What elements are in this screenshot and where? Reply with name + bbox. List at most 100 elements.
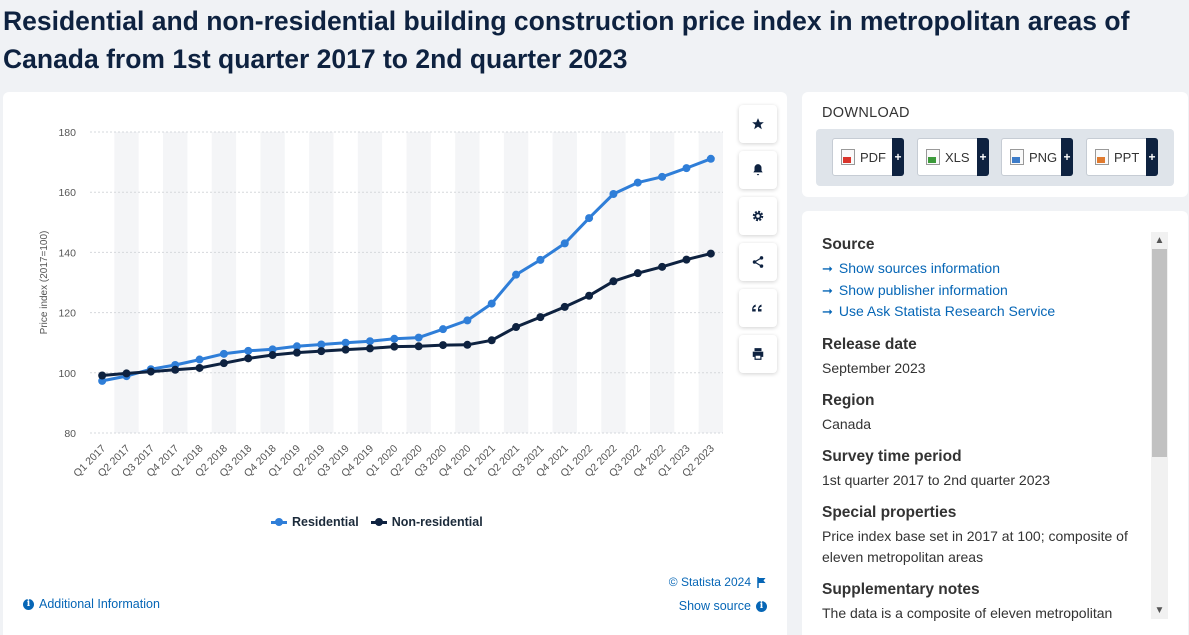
data-point-residential	[560, 239, 569, 248]
additional-info-link[interactable]: i Additional Information	[23, 597, 160, 611]
download-png-button[interactable]: PNG +	[1001, 138, 1073, 176]
y-tick-label: 140	[58, 247, 76, 259]
data-point-non-residential	[609, 277, 618, 286]
legend-item-residential[interactable]: Residential	[271, 515, 359, 529]
ppt-file-icon	[1095, 149, 1109, 165]
data-point-residential	[292, 342, 301, 351]
data-point-non-residential	[414, 342, 423, 351]
print-button[interactable]	[739, 335, 777, 373]
y-tick-label: 100	[58, 368, 76, 380]
column-band	[163, 132, 188, 433]
arrow-right-icon: ➞	[822, 261, 833, 276]
column-band	[406, 132, 431, 433]
data-point-residential	[487, 299, 496, 308]
data-point-residential	[219, 349, 228, 358]
data-point-non-residential	[439, 341, 448, 350]
download-xls-button[interactable]: XLS +	[917, 138, 989, 176]
column-band	[455, 132, 480, 433]
legend-item-non-residential[interactable]: Non-residential	[370, 515, 483, 529]
data-point-non-residential	[658, 262, 667, 271]
column-band	[552, 132, 577, 433]
data-point-non-residential	[682, 255, 691, 264]
info-icon: i	[756, 600, 767, 612]
share-button[interactable]	[739, 243, 777, 281]
download-ppt-button[interactable]: PPT +	[1086, 138, 1158, 176]
data-point-non-residential	[390, 342, 399, 351]
data-point-residential	[633, 178, 642, 187]
y-tick-label: 160	[58, 187, 76, 199]
release-value: September 2023	[822, 359, 926, 376]
download-png-label: PNG	[1029, 149, 1058, 165]
data-point-non-residential	[292, 348, 301, 357]
plus-icon: +	[892, 138, 904, 176]
settings-button[interactable]	[739, 197, 777, 235]
quote-icon	[752, 304, 762, 312]
gear-icon	[752, 210, 764, 222]
source-section: Source ➞ Show sources information ➞ Show p…	[822, 235, 1142, 323]
scroll-thumb[interactable]	[1152, 249, 1167, 457]
download-pdf-button[interactable]: PDF +	[832, 138, 904, 176]
data-point-non-residential	[171, 365, 180, 374]
data-point-non-residential	[341, 345, 350, 354]
favorite-button[interactable]	[739, 105, 777, 143]
info-icon: i	[23, 598, 34, 610]
show-source-link[interactable]: Show source i	[679, 599, 767, 613]
cite-button[interactable]	[739, 289, 777, 327]
data-point-non-residential	[463, 340, 472, 349]
ask-statista-link[interactable]: ➞ Use Ask Statista Research Service	[822, 301, 1142, 323]
column-band	[357, 132, 383, 433]
info-panel: Source ➞ Show sources information ➞ Show p…	[802, 211, 1188, 635]
release-heading: Release date	[822, 335, 917, 353]
chart-legend: Residential Non-residential	[271, 515, 483, 529]
data-point-residential	[390, 334, 399, 343]
supplementary-section: Supplementary notes The data is a compos…	[822, 580, 1142, 624]
column-band	[114, 132, 139, 433]
series-line-non-residential	[102, 252, 712, 377]
share-icon	[752, 256, 764, 268]
data-point-non-residential	[268, 351, 277, 360]
data-point-non-residential	[560, 302, 569, 311]
data-point-residential	[414, 333, 423, 342]
survey-heading: Survey time period	[822, 447, 962, 465]
column-band	[698, 132, 723, 433]
data-point-non-residential	[585, 291, 594, 300]
data-point-residential	[365, 337, 374, 346]
data-point-residential	[244, 346, 253, 355]
survey-value: 1st quarter 2017 to 2nd quarter 2023	[822, 471, 1051, 488]
column-band	[211, 132, 237, 433]
legend-swatch-non-residential	[370, 517, 387, 527]
chart-card: 80 100 120 140 160 180 Price index (2017=100) Q…	[3, 92, 787, 635]
scroll-up-icon[interactable]: ▲	[1154, 235, 1165, 246]
notification-button[interactable]	[739, 151, 777, 189]
data-point-non-residential	[706, 249, 715, 258]
data-point-residential	[706, 154, 715, 163]
arrow-right-icon: ➞	[822, 304, 833, 319]
show-publisher-link[interactable]: ➞ Show publisher information	[822, 280, 1142, 302]
copyright-link[interactable]: © Statista 2024	[669, 575, 767, 589]
additional-info-label: Additional Information	[39, 597, 160, 611]
page-title: Residential and non-residential building…	[3, 6, 1130, 74]
data-point-residential	[463, 316, 472, 325]
data-point-non-residential	[98, 371, 107, 380]
y-tick-label: 80	[64, 428, 76, 440]
survey-section: Survey time period 1st quarter 2017 to 2…	[822, 447, 1142, 491]
data-point-residential	[658, 172, 667, 181]
supplementary-value: The data is a composite of eleven metrop…	[822, 604, 1113, 621]
scrollbar[interactable]: ▲ ▼	[1151, 232, 1168, 619]
download-title: DOWNLOAD	[822, 105, 910, 121]
show-sources-link[interactable]: ➞ Show sources information	[822, 258, 1142, 280]
data-point-non-residential	[195, 363, 204, 372]
data-point-residential	[585, 214, 594, 223]
data-point-residential	[682, 164, 691, 173]
scroll-down-icon[interactable]: ▼	[1154, 605, 1165, 616]
plus-icon: +	[1146, 138, 1158, 176]
show-sources-label: Show sources information	[838, 260, 1000, 276]
special-heading: Special properties	[822, 503, 957, 521]
supplementary-heading: Supplementary notes	[822, 580, 980, 598]
data-point-residential	[609, 190, 618, 199]
region-heading: Region	[822, 391, 875, 409]
series-line-residential	[101, 157, 712, 383]
y-tick-label: 180	[58, 127, 76, 139]
bell-icon	[753, 164, 763, 176]
